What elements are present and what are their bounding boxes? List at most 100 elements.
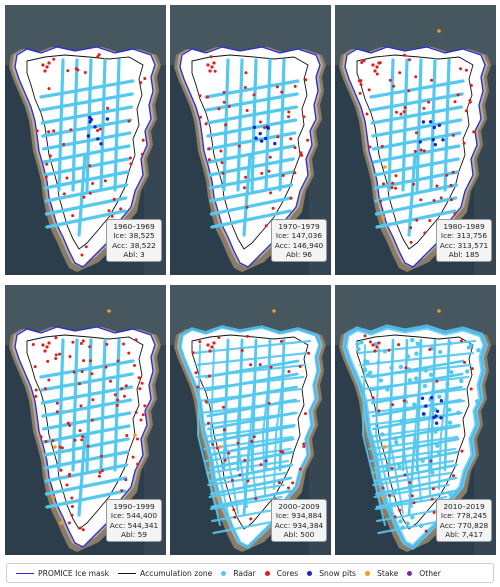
- core-point: [220, 161, 224, 165]
- stake-point: [133, 433, 137, 437]
- map-canvas: [5, 285, 166, 555]
- core-point: [80, 370, 84, 374]
- core-point: [223, 458, 227, 462]
- core-point: [80, 253, 84, 257]
- core-point: [222, 428, 226, 432]
- radar-line: [85, 58, 93, 192]
- core-point: [137, 376, 141, 380]
- radar-point: [389, 365, 394, 371]
- core-point: [51, 439, 55, 443]
- radar-line: [278, 58, 286, 192]
- core-point: [66, 421, 70, 425]
- core-point: [140, 381, 144, 385]
- core-point: [97, 53, 101, 57]
- core-point: [237, 144, 241, 148]
- core-point: [55, 401, 59, 405]
- core-point: [368, 340, 372, 344]
- core-point: [206, 95, 209, 99]
- core-point: [89, 359, 92, 363]
- snow-pit-point: [420, 396, 425, 400]
- core-point: [112, 197, 116, 201]
- core-point: [380, 144, 384, 148]
- core-point: [259, 120, 262, 124]
- stake-point: [53, 445, 57, 449]
- stats-period: 1980–1989: [443, 222, 485, 231]
- stake-points: [381, 309, 441, 499]
- core-point: [430, 497, 434, 501]
- map-panel-2: 1970–1979 Ice: 147,036 Acc: 146,940 Abl: 96: [170, 5, 331, 275]
- radar-point: [398, 519, 403, 524]
- legend-item-accumulation-zone: Accumulation zone: [118, 569, 212, 578]
- snow-pit-point: [434, 414, 438, 418]
- core-point: [91, 398, 95, 402]
- core-point: [47, 378, 51, 382]
- map-canvas: [335, 285, 496, 555]
- cores-points: [357, 53, 476, 244]
- core-point: [82, 195, 86, 199]
- radar-line: [375, 476, 458, 496]
- radar-line: [376, 507, 446, 523]
- legend-label: PROMICE Ice mask: [38, 568, 110, 578]
- radar-line: [45, 209, 127, 229]
- snow-pit-point: [431, 138, 435, 142]
- stats-abl: Abl: 185: [448, 249, 480, 259]
- core-point: [463, 360, 466, 364]
- radar-line: [363, 387, 468, 403]
- radar-point: [465, 369, 470, 374]
- core-point: [360, 61, 364, 64]
- stake-point: [381, 215, 385, 219]
- core-point: [456, 93, 460, 97]
- core-point: [204, 122, 208, 126]
- radar-point: [394, 440, 399, 445]
- radar-line: [196, 375, 305, 391]
- core-point: [196, 385, 200, 389]
- stats-abl: Abl: 96: [285, 249, 313, 259]
- core-point: [377, 409, 381, 413]
- core-point: [62, 142, 66, 146]
- snow-pit-point: [89, 117, 94, 122]
- radar-line: [387, 352, 404, 514]
- core-point: [435, 379, 439, 383]
- stats-abl: Abl: 3: [123, 249, 145, 259]
- core-point: [430, 78, 433, 82]
- snow-pit-point: [439, 416, 443, 420]
- radar-point: [393, 436, 398, 441]
- core-point: [300, 153, 304, 157]
- snow-pit-point: [273, 141, 277, 146]
- radar-line: [208, 483, 285, 499]
- core-point: [31, 343, 35, 346]
- core-point: [105, 342, 109, 346]
- legend: PROMICE Ice mask Accumulation zone Radar Co…: [6, 563, 494, 583]
- core-point: [382, 182, 385, 186]
- core-point: [129, 162, 133, 166]
- core-point: [387, 348, 391, 352]
- stats-abl: Abl: 7,417: [445, 529, 483, 539]
- stats-acc: Acc: 770,828: [439, 520, 489, 530]
- core-point: [143, 404, 147, 408]
- core-point: [209, 55, 213, 59]
- snow-pit-point: [86, 134, 91, 138]
- core-point: [39, 435, 43, 439]
- radar-line: [198, 387, 303, 403]
- core-point: [279, 339, 283, 343]
- core-point: [207, 374, 211, 378]
- snow-pit-point: [432, 125, 436, 130]
- stats-ice: Ice: 313,756: [440, 231, 488, 241]
- core-point: [293, 84, 297, 88]
- core-point: [371, 343, 375, 347]
- core-point: [70, 505, 74, 508]
- snow-pit-point: [105, 117, 110, 121]
- radar-point: [399, 418, 404, 424]
- radar-point: [385, 387, 390, 392]
- core-point: [47, 130, 51, 134]
- radar-line: [210, 209, 292, 229]
- core-point: [45, 162, 49, 166]
- stats-box: 1970–1979 Ice: 147,036 Acc: 146,940 Abl: 96: [271, 219, 327, 263]
- radar-point: [410, 515, 415, 520]
- legend-label: Radar: [233, 568, 256, 578]
- stake-points: [216, 309, 276, 499]
- core-point: [236, 441, 240, 445]
- radar-point: [418, 523, 424, 529]
- core-point: [81, 528, 85, 532]
- core-point: [412, 501, 416, 505]
